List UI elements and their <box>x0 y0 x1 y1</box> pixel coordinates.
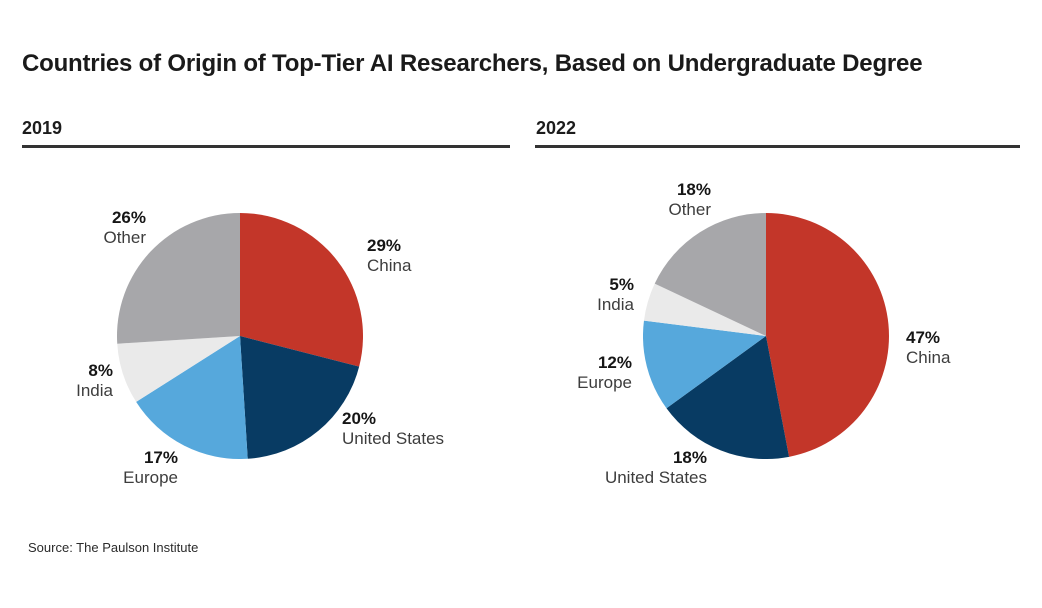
label-name: Europe <box>577 373 632 392</box>
label-pct: 18% <box>676 180 711 199</box>
label-name: India <box>597 295 634 314</box>
label-2019-europe: 17% Europe <box>78 448 178 488</box>
label-2022-europe: 12% Europe <box>532 353 632 393</box>
label-pct: 20% <box>342 409 377 428</box>
label-2019-china: 29% China <box>367 236 411 276</box>
pie-slice-united-states <box>666 336 790 459</box>
pie-slice-other <box>117 213 240 344</box>
label-pct: 18% <box>672 448 707 467</box>
chart-header-2022: 2022 <box>536 118 577 138</box>
label-name: China <box>906 348 951 367</box>
source-note: Source: The Paulson Institute <box>28 540 199 555</box>
label-2022-india: 5% India <box>534 275 634 315</box>
pie-slice-united-states <box>240 336 360 459</box>
pie-chart-2022 <box>643 213 889 459</box>
pie-slice-india <box>643 283 766 336</box>
pie-slice-china <box>240 213 363 367</box>
label-name: United States <box>342 429 445 448</box>
label-name: Other <box>668 200 711 219</box>
label-pct: 12% <box>597 353 632 372</box>
label-2019-united-states: 20% United States <box>342 409 444 449</box>
label-2019-india: 8% India <box>13 361 113 401</box>
label-2022-united-states: 18% United States <box>557 448 707 488</box>
label-name: Other <box>103 228 146 247</box>
label-pct: 17% <box>143 448 178 467</box>
page-title: Countries of Origin of Top-Tier AI Resea… <box>22 50 923 77</box>
label-pct: 47% <box>906 328 941 347</box>
label-2022-other: 18% Other <box>611 180 711 220</box>
label-pct: 5% <box>609 275 634 294</box>
pie-slice-europe <box>643 320 766 409</box>
label-name: Europe <box>123 468 178 487</box>
label-2022-china: 47% China <box>906 328 950 368</box>
pie-slice-other <box>654 213 766 336</box>
pie-chart-2019 <box>117 213 363 459</box>
label-name: China <box>367 256 412 275</box>
header-rule-right <box>535 145 1020 148</box>
header-rule-left <box>22 145 510 148</box>
pie-slice-europe <box>136 336 248 459</box>
label-pct: 8% <box>88 361 113 380</box>
label-pct: 29% <box>367 236 402 255</box>
label-2019-other: 26% Other <box>46 208 146 248</box>
label-name: United States <box>604 468 707 487</box>
label-pct: 26% <box>111 208 146 227</box>
pie-slice-china <box>766 213 889 457</box>
label-name: India <box>76 381 113 400</box>
chart-header-2019: 2019 <box>22 118 63 138</box>
pie-slice-india <box>117 336 240 402</box>
